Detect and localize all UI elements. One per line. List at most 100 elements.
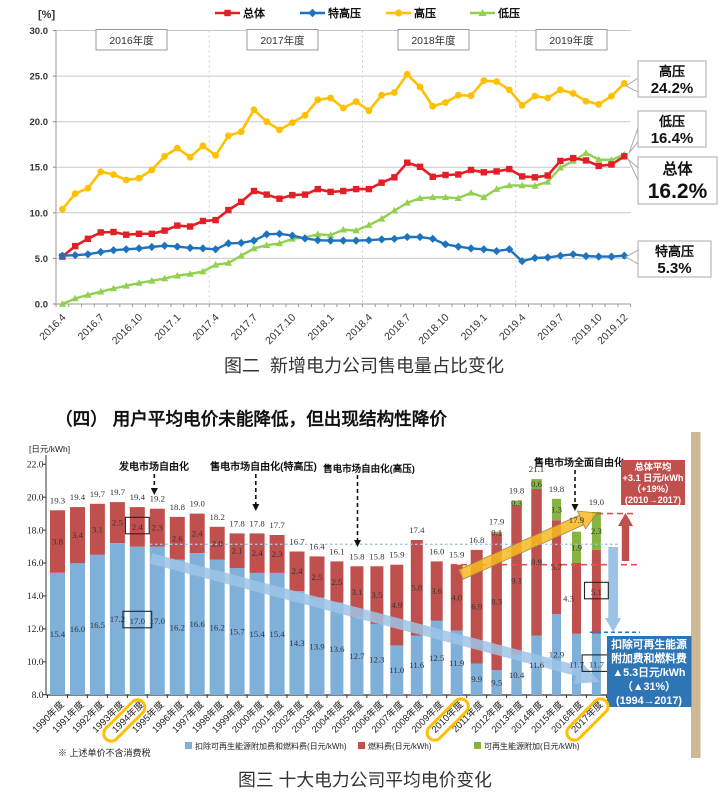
- svg-text:16.2: 16.2: [209, 622, 224, 632]
- svg-text:2.5: 2.5: [112, 518, 124, 528]
- svg-text:0.3: 0.3: [511, 498, 523, 508]
- svg-text:可再生能源附加(日元/kWh): 可再生能源附加(日元/kWh): [484, 741, 580, 751]
- svg-text:17.9: 17.9: [489, 517, 505, 527]
- svg-text:15.9: 15.9: [389, 550, 405, 560]
- svg-text:15.8: 15.8: [349, 551, 365, 561]
- svg-text:2.1: 2.1: [232, 546, 243, 556]
- svg-text:11.7: 11.7: [589, 659, 605, 669]
- svg-text:11.6: 11.6: [529, 660, 545, 670]
- svg-text:16.7: 16.7: [289, 537, 305, 547]
- svg-text:19.8: 19.8: [509, 486, 525, 496]
- svg-text:15.4: 15.4: [269, 629, 285, 639]
- svg-text:4.0: 4.0: [451, 593, 463, 603]
- svg-text:11.7: 11.7: [569, 659, 585, 669]
- svg-text:12.3: 12.3: [369, 655, 385, 665]
- svg-text:低压: 低压: [497, 6, 520, 20]
- svg-text:11.9: 11.9: [449, 658, 465, 668]
- svg-text:1.3: 1.3: [551, 505, 563, 515]
- svg-text:+3.1 日元/kWh: +3.1 日元/kWh: [622, 473, 683, 483]
- svg-text:16.1: 16.1: [329, 546, 344, 556]
- svg-text:17.0: 17.0: [130, 616, 146, 626]
- svg-text:10.4: 10.4: [509, 670, 525, 680]
- svg-text:15.7: 15.7: [229, 627, 245, 637]
- svg-text:2019年度: 2019年度: [549, 34, 594, 47]
- svg-text:14.3: 14.3: [289, 638, 305, 648]
- svg-text:售电市场全面自由化: 售电市场全面自由化: [534, 456, 624, 469]
- svg-text:30.0: 30.0: [30, 26, 49, 37]
- svg-text:总体: 总体: [662, 160, 693, 178]
- svg-text:售电市场自由化(特高压): 售电市场自由化(特高压): [210, 460, 317, 473]
- svg-text:19.2: 19.2: [150, 494, 165, 504]
- svg-text:16.0: 16.0: [27, 559, 44, 569]
- svg-text:19.7: 19.7: [90, 489, 106, 499]
- svg-text:2.4: 2.4: [192, 528, 204, 538]
- svg-text:2.4: 2.4: [292, 566, 304, 576]
- svg-text:2.3: 2.3: [152, 523, 164, 533]
- svg-text:10.0: 10.0: [30, 208, 49, 219]
- svg-text:2018年度: 2018年度: [411, 34, 456, 47]
- svg-text:17.8: 17.8: [229, 518, 245, 528]
- svg-text:16.5: 16.5: [90, 620, 106, 630]
- svg-text:8.3: 8.3: [491, 597, 503, 607]
- svg-text:15.9: 15.9: [449, 550, 465, 560]
- svg-text:燃料费(日元/kWh): 燃料费(日元/kWh): [368, 741, 432, 751]
- svg-text:20.0: 20.0: [27, 493, 44, 503]
- svg-text:3.1: 3.1: [351, 587, 362, 597]
- svg-text:[日元/kWh]: [日元/kWh]: [29, 444, 70, 454]
- svg-text:5.7: 5.7: [551, 562, 563, 572]
- svg-text:8.0: 8.0: [32, 691, 44, 701]
- svg-text:图三 十大电力公司平均电价变化: 图三 十大电力公司平均电价变化: [238, 770, 492, 790]
- svg-text:售电市场自由化(高压): 售电市场自由化(高压): [323, 463, 415, 475]
- svg-text:17.7: 17.7: [269, 520, 285, 530]
- svg-text:8.9: 8.9: [531, 557, 543, 567]
- svg-text:低压: 低压: [658, 114, 685, 129]
- svg-text:▲5.3日元/kWh: ▲5.3日元/kWh: [612, 666, 685, 679]
- svg-text:16.8: 16.8: [469, 535, 485, 545]
- svg-text:22.0: 22.0: [27, 461, 44, 471]
- svg-text:19.4: 19.4: [70, 492, 86, 502]
- svg-text:3.8: 3.8: [52, 537, 64, 547]
- svg-text:5.1: 5.1: [591, 587, 602, 597]
- svg-text:3.6: 3.6: [431, 586, 443, 596]
- svg-text:图二 新增电力公司售电量占比变化: 图二 新增电力公司售电量占比变化: [224, 356, 504, 376]
- svg-text:2.0: 2.0: [212, 538, 224, 548]
- svg-text:16.4: 16.4: [309, 541, 325, 551]
- svg-text:3.1: 3.1: [92, 524, 103, 534]
- svg-text:发电市场自由化: 发电市场自由化: [118, 460, 189, 473]
- svg-text:特高压: 特高压: [328, 6, 361, 20]
- svg-text:17.8: 17.8: [249, 518, 265, 528]
- svg-text:10.0: 10.0: [27, 658, 44, 668]
- svg-text:13.9: 13.9: [309, 641, 325, 651]
- svg-text:5.0: 5.0: [35, 254, 48, 265]
- svg-text:（▲31%）: （▲31%）: [622, 680, 676, 693]
- svg-text:0.6: 0.6: [531, 479, 543, 489]
- svg-text:25.0: 25.0: [30, 72, 49, 83]
- svg-text:5.8: 5.8: [411, 583, 423, 593]
- svg-text:6.9: 6.9: [471, 602, 483, 612]
- svg-text:19.8: 19.8: [549, 484, 565, 494]
- svg-text:15.4: 15.4: [50, 629, 66, 639]
- svg-text:16.2: 16.2: [170, 622, 185, 632]
- svg-text:9.9: 9.9: [471, 674, 483, 684]
- svg-text:附加费和燃料费: 附加费和燃料费: [611, 651, 687, 665]
- svg-text:24.2%: 24.2%: [651, 80, 694, 97]
- svg-text:16.0: 16.0: [70, 624, 86, 634]
- svg-text:11.0: 11.0: [389, 665, 405, 675]
- svg-text:4.9: 4.9: [391, 600, 403, 610]
- svg-text:0.0: 0.0: [35, 300, 48, 311]
- svg-text:3.5: 3.5: [371, 590, 383, 600]
- svg-text:1.9: 1.9: [571, 542, 583, 552]
- svg-text:17.9: 17.9: [569, 515, 585, 525]
- svg-text:15.4: 15.4: [249, 629, 265, 639]
- svg-text:16.2%: 16.2%: [648, 180, 708, 203]
- svg-text:3.4: 3.4: [72, 530, 84, 540]
- svg-text:9.5: 9.5: [491, 678, 503, 688]
- svg-text:总体: 总体: [243, 6, 266, 20]
- svg-text:13.6: 13.6: [329, 644, 345, 654]
- svg-text:11.6: 11.6: [409, 660, 425, 670]
- svg-text:16.6: 16.6: [189, 619, 205, 629]
- svg-text:19.0: 19.0: [589, 497, 605, 507]
- svg-text:19.4: 19.4: [130, 492, 146, 502]
- svg-text:4.3: 4.3: [563, 593, 575, 603]
- svg-text:12.9: 12.9: [549, 650, 565, 660]
